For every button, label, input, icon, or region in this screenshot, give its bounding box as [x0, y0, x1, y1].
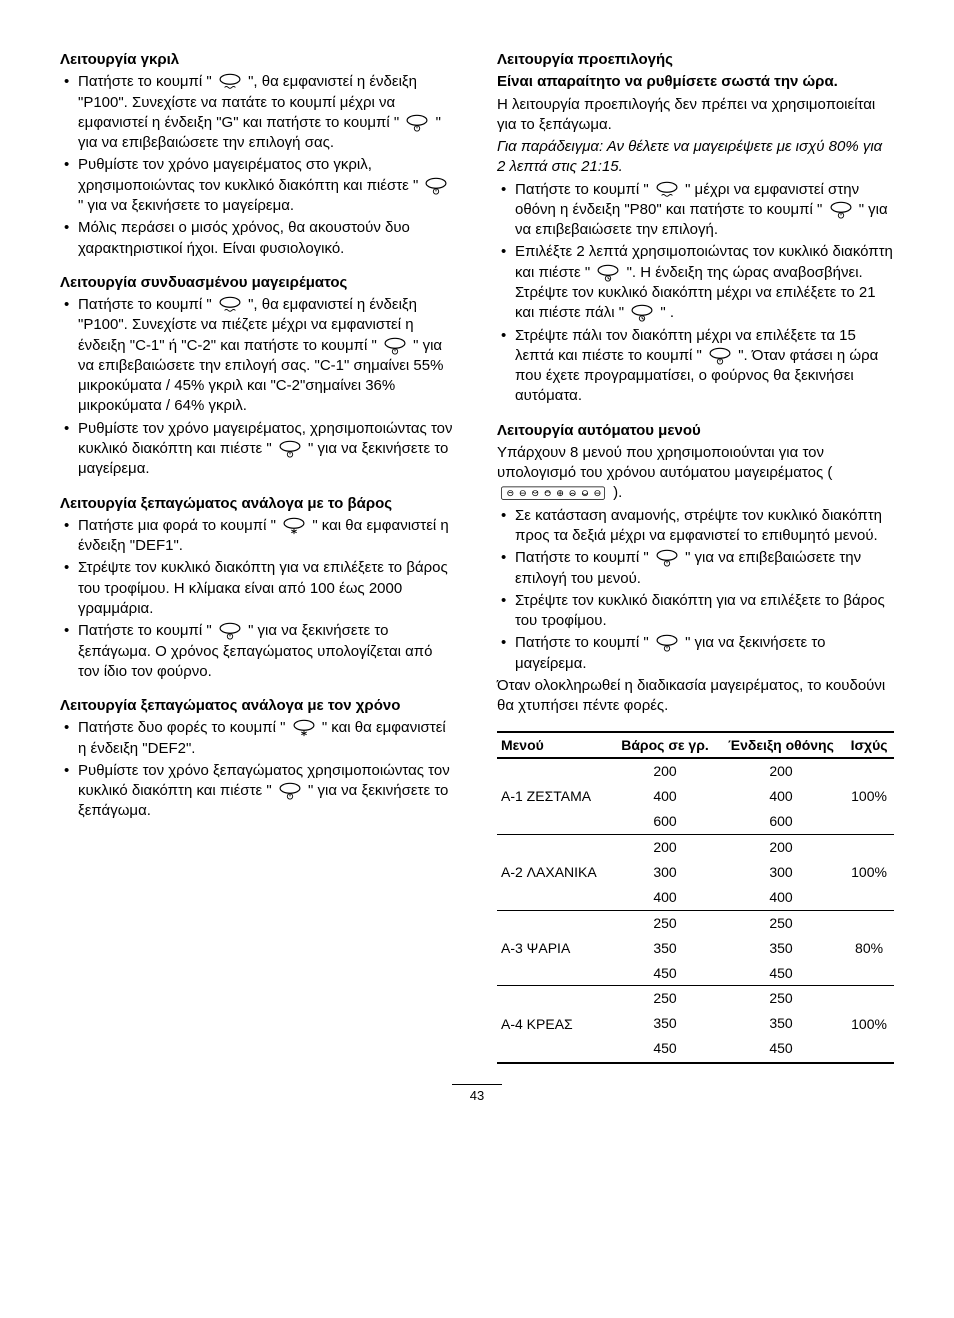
table-cell-weight: 450 [612, 1036, 718, 1063]
table-cell-weight: 400 [612, 885, 718, 910]
oval-start-icon [276, 781, 304, 801]
table-cell-power: 100% [844, 986, 894, 1063]
table-cell-weight: 250 [612, 986, 718, 1011]
list-item: Στρέψτε πάλι τον διακόπτη μέχρι να επιλέ… [497, 326, 894, 407]
section-title: Λειτουργία ξεπαγώματος ανάλογα με τον χρ… [60, 696, 457, 716]
table-cell-display: 250 [718, 986, 844, 1011]
menu-table: Μενού Βάρος σε γρ. Ένδειξη οθόνης Ισχύς … [497, 731, 894, 1065]
oval-start-icon [381, 336, 409, 356]
table-cell-display: 350 [718, 1011, 844, 1036]
auto-menu-icons [497, 483, 609, 503]
oval-start-icon [827, 200, 855, 220]
oval-start-icon [653, 548, 681, 568]
list-item: Πατήστε το κουμπί " ", θα εμφανιστεί η έ… [60, 72, 457, 153]
oval-micro-icon [216, 72, 244, 92]
table-cell-weight: 200 [612, 758, 718, 784]
list-item: Ρυθμίστε τον χρόνο ξεπαγώματος χρησιμοπο… [60, 761, 457, 822]
table-header: Μενού [497, 732, 612, 759]
bullet-list: Πατήστε μια φορά το κουμπί " " και θα εμ… [60, 516, 457, 682]
list-item: Ρυθμίστε τον χρόνο μαγειρέματος στο γκρι… [60, 155, 457, 216]
table-cell-display: 400 [718, 885, 844, 910]
bullet-list: Σε κατάσταση αναμονής, στρέψτε τον κυκλι… [497, 506, 894, 674]
oval-clock-icon [594, 263, 622, 283]
bullet-list: Πατήστε το κουμπί " ", θα εμφανιστεί η έ… [60, 295, 457, 480]
oval-start-icon [706, 346, 734, 366]
table-row: A-4 ΚΡΕΑΣ250250100% [497, 986, 894, 1011]
table-cell-power: 100% [844, 835, 894, 911]
table-cell-weight: 450 [612, 961, 718, 986]
oval-start-icon [216, 621, 244, 641]
table-cell-weight: 250 [612, 910, 718, 935]
table-row: A-2 ΛΑΧΑΝΙΚΑ200200100% [497, 835, 894, 860]
list-item: Πατήστε δυο φορές το κουμπί " " και θα ε… [60, 718, 457, 759]
bullet-list: Πατήστε το κουμπί " ", θα εμφανιστεί η έ… [60, 72, 457, 259]
table-header-row: Μενού Βάρος σε γρ. Ένδειξη οθόνης Ισχύς [497, 732, 894, 759]
section-title: Λειτουργία συνδυασμένου μαγειρέματος [60, 273, 457, 293]
table-cell-display: 400 [718, 784, 844, 809]
table-row: A-1 ΖΕΣΤΑΜΑ200200100% [497, 758, 894, 784]
table-cell-display: 300 [718, 860, 844, 885]
paragraph: Υπάρχουν 8 μενού που χρησιμοποιούνται γι… [497, 443, 894, 504]
list-item: Στρέψτε τον κυκλικό διακόπτη για να επιλ… [497, 591, 894, 632]
table-cell-weight: 300 [612, 860, 718, 885]
table-cell-display: 250 [718, 910, 844, 935]
table-header: Βάρος σε γρ. [612, 732, 718, 759]
table-header: Ένδειξη οθόνης [718, 732, 844, 759]
right-column: Λειτουργία προεπιλογής Είναι απαραίτητο … [497, 50, 894, 1064]
bullet-list: Πατήστε δυο φορές το κουμπί " " και θα ε… [60, 718, 457, 821]
table-cell-weight: 200 [612, 835, 718, 860]
list-item: Πατήστε το κουμπί " ", θα εμφανιστεί η έ… [60, 295, 457, 417]
page-number: 43 [452, 1084, 502, 1105]
list-item: Σε κατάσταση αναμονής, στρέψτε τον κυκλι… [497, 506, 894, 547]
list-item: Πατήστε το κουμπί " " για να επιβεβαιώσε… [497, 548, 894, 589]
oval-start-icon [403, 113, 431, 133]
paragraph: Όταν ολοκληρωθεί η διαδικασία μαγειρέματ… [497, 676, 894, 717]
section-title: Λειτουργία ξεπαγώματος ανάλογα με το βάρ… [60, 494, 457, 514]
bullet-list: Πατήστε το κουμπί " " μέχρι να εμφανιστε… [497, 180, 894, 407]
list-item: Ρυθμίστε τον χρόνο μαγειρέματος, χρησιμο… [60, 419, 457, 480]
list-item: Πατήστε το κουμπί " " για να ξεκινήσετε … [497, 633, 894, 674]
table-cell-display: 200 [718, 758, 844, 784]
paragraph: Για παράδειγμα: Αν θέλετε να μαγειρέψετε… [497, 137, 894, 178]
oval-start-icon [653, 633, 681, 653]
paragraph: Η λειτουργία προεπιλογής δεν πρέπει να χ… [497, 95, 894, 136]
table-cell-menu: A-4 ΚΡΕΑΣ [497, 986, 612, 1063]
section-title: Λειτουργία αυτόματου μενού [497, 421, 894, 441]
table-row: A-3 ΨΑΡΙΑ25025080% [497, 910, 894, 935]
table-cell-display: 350 [718, 936, 844, 961]
table-cell-weight: 350 [612, 1011, 718, 1036]
list-item: Μόλις περάσει ο μισός χρόνος, θα ακουστο… [60, 218, 457, 259]
table-cell-weight: 350 [612, 936, 718, 961]
list-item: Πατήστε το κουμπί " " μέχρι να εμφανιστε… [497, 180, 894, 241]
section-title: Λειτουργία γκριλ [60, 50, 457, 70]
oval-micro-icon [216, 295, 244, 315]
list-item: Πατήστε μια φορά το κουμπί " " και θα εμ… [60, 516, 457, 557]
oval-defrost-icon [280, 516, 308, 536]
table-cell-power: 100% [844, 758, 894, 834]
table-header: Ισχύς [844, 732, 894, 759]
table-cell-power: 80% [844, 910, 894, 986]
list-item: Πατήστε το κουμπί " " για να ξεκινήσετε … [60, 621, 457, 682]
table-cell-menu: A-1 ΖΕΣΤΑΜΑ [497, 758, 612, 834]
oval-defrost-icon [290, 718, 318, 738]
list-item: Στρέψτε τον κυκλικό διακόπτη για να επιλ… [60, 558, 457, 619]
list-item: Επιλέξτε 2 λεπτά χρησιμοποιώντας τον κυκ… [497, 242, 894, 323]
section-title: Λειτουργία προεπιλογής [497, 50, 894, 70]
oval-micro-icon [653, 180, 681, 200]
table-cell-display: 450 [718, 961, 844, 986]
table-cell-display: 200 [718, 835, 844, 860]
oval-start-icon [422, 176, 450, 196]
table-cell-menu: A-3 ΨΑΡΙΑ [497, 910, 612, 986]
section-subtitle: Είναι απαραίτητο να ρυθμίσετε σωστά την … [497, 72, 894, 92]
table-cell-menu: A-2 ΛΑΧΑΝΙΚΑ [497, 835, 612, 911]
oval-clock-icon [628, 303, 656, 323]
left-column: Λειτουργία γκριλ Πατήστε το κουμπί " ", … [60, 50, 457, 1064]
table-cell-weight: 600 [612, 809, 718, 834]
table-cell-weight: 400 [612, 784, 718, 809]
table-cell-display: 450 [718, 1036, 844, 1063]
table-cell-display: 600 [718, 809, 844, 834]
oval-start-icon [276, 439, 304, 459]
